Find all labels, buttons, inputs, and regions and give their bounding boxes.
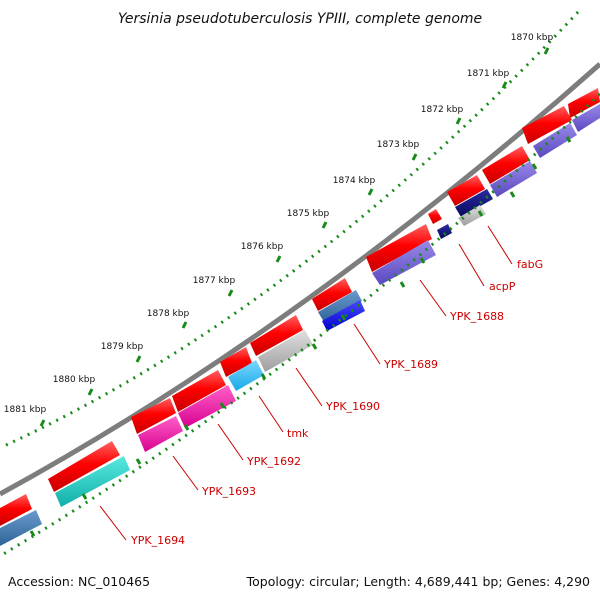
gene-label[interactable]: YPK_1688 xyxy=(449,310,504,323)
gene-label[interactable]: YPK_1692 xyxy=(246,455,301,468)
tick-mark xyxy=(455,117,462,125)
gene-callout-line xyxy=(353,323,381,365)
tick-mark xyxy=(411,153,418,161)
tick-mark xyxy=(39,419,46,427)
gene-block-forward xyxy=(131,398,176,434)
tick-mark xyxy=(135,355,142,363)
tick-label: 1875 kbp xyxy=(287,209,330,219)
gene-label[interactable]: YPK_1693 xyxy=(201,485,256,498)
gene-label[interactable]: fabG xyxy=(517,258,543,271)
gene-block-reverse xyxy=(437,224,452,239)
gene-block-reverse xyxy=(55,456,130,507)
gene-block-forward xyxy=(482,146,530,184)
tick-label: 1880 kbp xyxy=(53,375,96,385)
gene-label[interactable]: YPK_1690 xyxy=(325,400,380,413)
tick-label: 1874 kbp xyxy=(333,176,376,186)
gene-callout-line xyxy=(295,367,323,407)
genome-summary-text: Topology: circular; Length: 4,689,441 bp… xyxy=(246,574,590,589)
inner-ruler xyxy=(0,92,600,558)
gene-callout-line xyxy=(419,279,447,317)
gene-block-reverse xyxy=(138,416,183,452)
tick-mark xyxy=(501,81,508,89)
forward-strand xyxy=(0,88,600,526)
gene-block-reverse xyxy=(258,330,313,372)
gene-block-reverse xyxy=(458,205,486,226)
gene-block-forward xyxy=(220,347,252,377)
tick-mark xyxy=(543,47,550,55)
tick-mark xyxy=(181,321,188,329)
gene-block-forward xyxy=(447,175,485,206)
gene-block-forward xyxy=(172,370,226,412)
gene-block-reverse xyxy=(178,385,236,428)
outer-ruler-dots xyxy=(3,10,580,448)
tick-mark xyxy=(367,188,374,196)
tick-label: 1871 kbp xyxy=(467,69,510,79)
gene-block-reverse xyxy=(372,240,436,285)
inner-ruler-ticks xyxy=(29,136,572,537)
tick-label: 1870 kbp xyxy=(511,33,554,43)
inner-ruler-dots xyxy=(0,92,600,558)
gene-block-forward xyxy=(366,224,432,272)
outer-ruler xyxy=(3,10,580,448)
gene-callout-line xyxy=(172,455,199,491)
tick-mark xyxy=(275,255,282,263)
gene-label[interactable]: YPK_1689 xyxy=(383,358,438,371)
gene-callout-line xyxy=(217,423,244,461)
backbone-line xyxy=(0,62,600,497)
gene-callout-line xyxy=(487,225,513,265)
gene-block-forward xyxy=(522,106,572,144)
gene-block-reverse xyxy=(572,104,600,132)
tick-mark xyxy=(227,289,234,297)
tick-label: 1877 kbp xyxy=(193,276,236,286)
accession-text: Accession: NC_010465 xyxy=(8,574,150,589)
gene-label[interactable]: YPK_1694 xyxy=(130,534,185,547)
tick-mark xyxy=(87,388,94,396)
reverse-strand xyxy=(0,104,600,546)
gene-callout-line xyxy=(258,395,284,433)
tick-label: 1879 kbp xyxy=(101,342,144,352)
gene-block-forward xyxy=(312,278,352,311)
tick-label: 1876 kbp xyxy=(241,242,284,252)
tick-label: 1878 kbp xyxy=(147,309,190,319)
gene-block-reverse xyxy=(318,290,362,322)
gene-block-forward xyxy=(250,315,303,356)
gene-block-forward xyxy=(48,441,120,492)
gene-block-reverse xyxy=(533,123,577,158)
tick-label: 1881 kbp xyxy=(4,405,47,415)
genome-backbone xyxy=(0,62,600,497)
tick-label: 1873 kbp xyxy=(377,140,420,150)
gene-block-reverse xyxy=(490,161,537,197)
gene-block-forward xyxy=(428,209,442,224)
map-title: Yersinia pseudotuberculosis YPIII, compl… xyxy=(118,11,482,27)
gene-block-reverse xyxy=(228,360,264,391)
tick-label: 1872 kbp xyxy=(421,105,464,115)
tick-mark xyxy=(321,221,328,229)
gene-label[interactable]: acpP xyxy=(489,280,516,293)
gene-block-forward xyxy=(0,494,32,526)
gene-label[interactable]: tmk xyxy=(287,427,309,440)
gene-block-forward xyxy=(568,88,600,118)
gene-callout-line xyxy=(99,505,127,541)
gene-block-reverse xyxy=(455,189,493,217)
gene-callout-line xyxy=(458,243,485,287)
tick-marks: 1870 kbp 1871 kbp 1872 kbp 1873 kbp 1874 kbp… xyxy=(4,33,554,427)
gene-block-reverse xyxy=(0,510,42,546)
